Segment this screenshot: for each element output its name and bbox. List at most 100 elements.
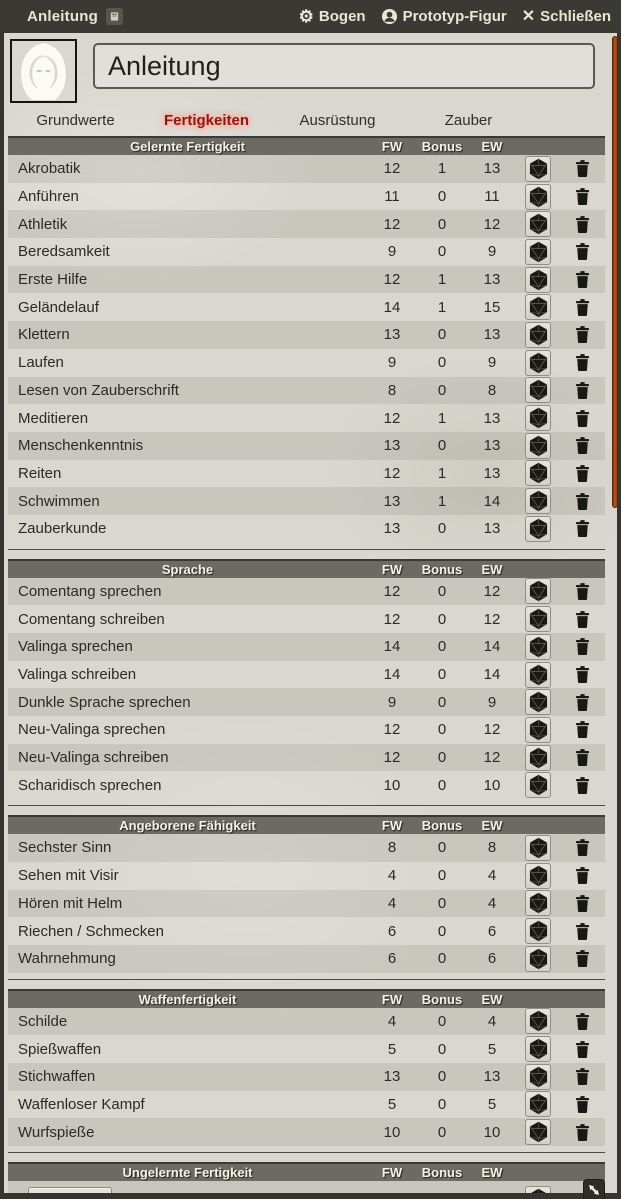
delete-skill-button[interactable] xyxy=(573,1066,592,1087)
sheet-settings-button[interactable]: ⚙ Bogen xyxy=(299,8,366,25)
roll-die-button[interactable] xyxy=(525,405,551,432)
roll-die-button[interactable] xyxy=(525,349,551,376)
section-title: Waffenfertigkeit xyxy=(138,991,237,1007)
roll-die-button[interactable] xyxy=(525,377,551,404)
roll-die-button[interactable] xyxy=(525,890,551,917)
roll-die-button[interactable] xyxy=(525,1186,551,1193)
tab-fertigkeiten[interactable]: Fertigkeiten xyxy=(163,112,250,129)
skill-row: Geländelauf 14 1 15 xyxy=(8,293,605,321)
roll-die-button[interactable] xyxy=(525,1063,551,1090)
roll-die-button[interactable] xyxy=(525,633,551,660)
skill-ew-value: 14 xyxy=(483,638,501,656)
skill-ew-value: 12 xyxy=(483,582,501,600)
delete-skill-button[interactable] xyxy=(573,463,592,484)
delete-skill-button[interactable] xyxy=(573,518,592,539)
character-menu-button[interactable]: Prototyp-Figur xyxy=(381,8,507,25)
roll-die-button[interactable] xyxy=(525,772,551,799)
delete-skill-button[interactable] xyxy=(573,269,592,290)
roll-die-button[interactable] xyxy=(525,945,551,972)
delete-skill-button[interactable] xyxy=(573,241,592,262)
delete-skill-button[interactable] xyxy=(573,719,592,740)
delete-skill-button[interactable] xyxy=(573,747,592,768)
resize-handle[interactable] xyxy=(583,1179,605,1199)
delete-skill-button[interactable] xyxy=(573,664,592,685)
roll-die-button[interactable] xyxy=(525,294,551,321)
tab-grundwerte[interactable]: Grundwerte xyxy=(36,112,115,129)
delete-cell xyxy=(559,352,605,373)
scrollbar-thumb[interactable] xyxy=(612,36,618,508)
delete-skill-button[interactable] xyxy=(573,1039,592,1060)
delete-skill-button[interactable] xyxy=(573,581,592,602)
roll-die-button[interactable] xyxy=(525,918,551,945)
d20-die-icon xyxy=(529,664,547,685)
delete-skill-button[interactable] xyxy=(573,865,592,886)
skill-fw-value: 13 xyxy=(383,1068,401,1086)
delete-skill-button[interactable] xyxy=(573,636,592,657)
roll-die-button[interactable] xyxy=(525,321,551,348)
delete-skill-button[interactable] xyxy=(573,380,592,401)
roll-die-button[interactable] xyxy=(525,1008,551,1035)
delete-skill-button[interactable] xyxy=(573,609,592,630)
delete-cell xyxy=(559,241,605,262)
delete-skill-button[interactable] xyxy=(573,921,592,942)
roll-die-button[interactable] xyxy=(525,1091,551,1118)
roll-die-button[interactable] xyxy=(525,266,551,293)
trash-icon xyxy=(575,1012,589,1030)
tab-ausruestung[interactable]: Ausrüstung xyxy=(299,112,376,129)
delete-skill-button[interactable] xyxy=(573,1094,592,1115)
skill-name: Zauberkunde xyxy=(18,520,107,538)
roll-die-button[interactable] xyxy=(525,488,551,515)
skill-bonus-value: 0 xyxy=(437,520,447,538)
delete-skill-button[interactable] xyxy=(573,158,592,179)
skill-row: Hören mit Helm 4 0 4 xyxy=(8,889,605,918)
roll-die-button[interactable] xyxy=(525,862,551,889)
delete-skill-button[interactable] xyxy=(573,324,592,345)
delete-skill-button[interactable] xyxy=(573,408,592,429)
section-rows: Sechster Sinn 8 0 8 xyxy=(8,834,605,978)
delete-skill-button[interactable] xyxy=(573,435,592,456)
roll-die-button[interactable] xyxy=(525,183,551,210)
delete-skill-button[interactable] xyxy=(573,893,592,914)
section-header: Waffenfertigkeit FW Bonus EW xyxy=(8,988,605,1008)
learn-button[interactable]: Lernen xyxy=(28,1186,112,1193)
delete-skill-button[interactable] xyxy=(573,1122,592,1143)
delete-skill-button[interactable] xyxy=(573,948,592,969)
delete-skill-button[interactable] xyxy=(573,775,592,796)
character-avatar[interactable] xyxy=(10,39,77,103)
roll-die-button[interactable] xyxy=(525,238,551,265)
delete-skill-button[interactable] xyxy=(573,491,592,512)
roll-die-button[interactable] xyxy=(525,432,551,459)
close-button[interactable]: ✕ Schließen xyxy=(522,8,611,25)
tab-zauber[interactable]: Zauber xyxy=(444,112,493,129)
roll-die-button[interactable] xyxy=(525,460,551,487)
delete-skill-button[interactable] xyxy=(573,297,592,318)
sheet-content: Grundwerte Fertigkeiten Ausrüstung Zaube… xyxy=(4,33,617,1193)
roll-die-button[interactable] xyxy=(525,155,551,182)
character-name-input[interactable] xyxy=(93,43,595,89)
roll-die-button[interactable] xyxy=(525,515,551,542)
roll-die-button[interactable] xyxy=(525,661,551,688)
delete-skill-button[interactable] xyxy=(573,352,592,373)
roll-die-button[interactable] xyxy=(525,716,551,743)
roll-die-button[interactable] xyxy=(525,606,551,633)
roll-die-button[interactable] xyxy=(525,211,551,238)
skill-ew-value: 4 xyxy=(487,894,497,912)
roll-die-button[interactable] xyxy=(525,834,551,861)
die-cell xyxy=(517,633,559,660)
delete-skill-button[interactable] xyxy=(573,186,592,207)
roll-die-button[interactable] xyxy=(525,578,551,605)
delete-skill-button[interactable] xyxy=(573,837,592,858)
delete-skill-button[interactable] xyxy=(573,214,592,235)
skill-bonus-value: 1 xyxy=(437,464,447,482)
delete-cell xyxy=(559,297,605,318)
delete-skill-button[interactable] xyxy=(573,1011,592,1032)
trash-icon xyxy=(575,354,589,372)
skill-row: Lernen Akrobatik 6 1 7 xyxy=(8,1181,605,1193)
roll-die-button[interactable] xyxy=(525,689,551,716)
d20-die-icon xyxy=(529,1011,547,1032)
skill-fw-value: 13 xyxy=(383,520,401,538)
delete-skill-button[interactable] xyxy=(573,692,592,713)
roll-die-button[interactable] xyxy=(525,1036,551,1063)
roll-die-button[interactable] xyxy=(525,1119,551,1146)
roll-die-button[interactable] xyxy=(525,744,551,771)
